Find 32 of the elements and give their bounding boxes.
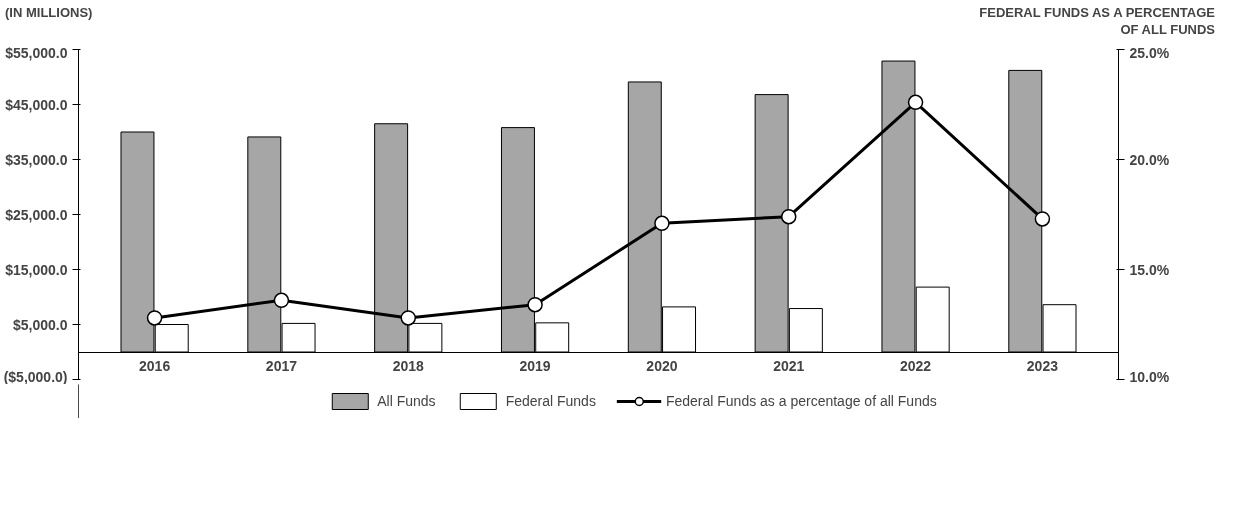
point xyxy=(400,309,417,326)
legend-label: Federal Funds as a percentage of all Funds xyxy=(665,392,937,409)
x-tick-label: 2022 xyxy=(900,357,932,374)
x-tick-label: 2020 xyxy=(646,357,678,374)
point xyxy=(907,94,924,110)
x-tick-label: 2017 xyxy=(265,357,298,374)
point xyxy=(654,215,670,231)
y2-tick-label: 10.0% xyxy=(1129,368,1170,385)
x-tick-label: 2018 xyxy=(392,357,425,374)
y-tick-label: ($5,000.0) xyxy=(3,368,68,385)
y2-tick-label: 20.0% xyxy=(1129,151,1170,168)
point xyxy=(273,292,290,308)
x-tick-label: 2021 xyxy=(773,357,805,374)
point xyxy=(780,208,797,225)
y2-axis-title: FEDERAL FUNDS AS A PERCENTAGE OF ALL FUNDS xyxy=(979,5,1215,39)
x-tick-label: 2023 xyxy=(1026,357,1059,374)
y-tick-label: $55,000.0 xyxy=(5,44,68,61)
y2-tick-label: 25.0% xyxy=(1129,44,1170,61)
x-tick-label: 2019 xyxy=(519,357,551,374)
y2-tick-label: 15.0% xyxy=(1129,261,1170,278)
y-tick-label: $5,000.0 xyxy=(13,316,68,333)
y-tick-label: $15,000.0 xyxy=(5,261,68,278)
point xyxy=(1034,210,1051,227)
legend-label: Federal Funds xyxy=(505,392,596,409)
y-tick-label: $35,000.0 xyxy=(5,151,68,168)
x-tick-label: 2016 xyxy=(139,357,171,374)
y-tick-label: $25,000.0 xyxy=(5,206,68,223)
point xyxy=(146,309,163,326)
legend-label: All Funds xyxy=(377,392,436,409)
y-tick-label: $45,000.0 xyxy=(5,96,68,113)
point xyxy=(527,296,543,313)
y-axis-title: (IN MILLIONS) xyxy=(5,5,93,22)
